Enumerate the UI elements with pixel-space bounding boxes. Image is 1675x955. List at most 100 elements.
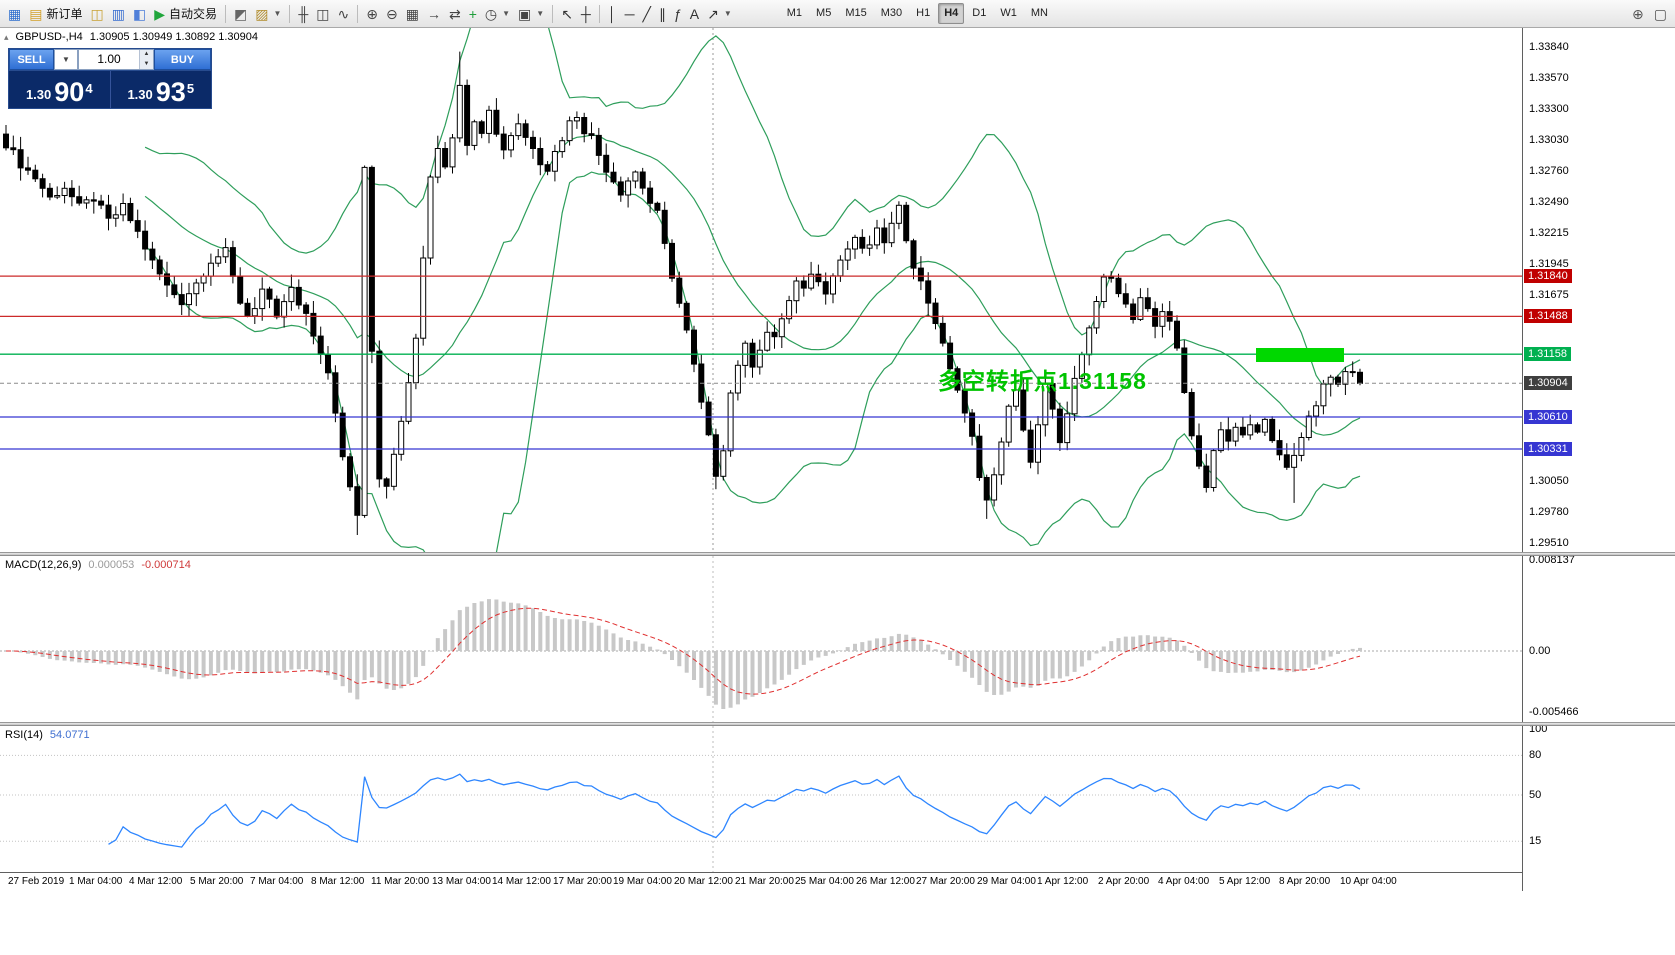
macd-label: MACD(12,26,9) bbox=[5, 559, 82, 571]
sell-price-big: 90 bbox=[54, 77, 85, 107]
macd-chart[interactable] bbox=[0, 556, 1522, 722]
new-order-button[interactable]: ▤ 新订单 bbox=[25, 3, 86, 25]
one-click-collapse-arrow[interactable]: ▴ bbox=[4, 31, 9, 42]
chart-symbol-label: GBPUSD-,H4 bbox=[15, 31, 83, 43]
panel-separator[interactable] bbox=[0, 552, 1675, 556]
bar-chart-button[interactable]: ╫ bbox=[294, 3, 312, 25]
rsi-axis-label: 15 bbox=[1529, 835, 1542, 847]
time-label: 5 Apr 12:00 bbox=[1219, 876, 1271, 887]
window-layout-button[interactable]: ▢ bbox=[1650, 3, 1671, 25]
rsi-axis-label: 100 bbox=[1529, 723, 1548, 735]
arrows-button[interactable]: ↗ ▼ bbox=[703, 3, 736, 25]
new-chart-button[interactable]: ◩ bbox=[230, 3, 251, 25]
price-level-badge: 1.30331 bbox=[1524, 442, 1572, 456]
rsi-chart[interactable] bbox=[0, 726, 1522, 872]
highlight-rectangle[interactable] bbox=[1256, 348, 1344, 362]
panel-separator[interactable] bbox=[0, 722, 1675, 726]
timeframe-m5-button[interactable]: M5 bbox=[816, 7, 832, 19]
volume-decrease-button[interactable]: ▼ bbox=[140, 59, 153, 69]
timeframe-m30-button[interactable]: M30 bbox=[880, 7, 903, 19]
candlestick-chart[interactable] bbox=[0, 28, 1522, 552]
new-order-icon: ▤ bbox=[29, 5, 43, 22]
horizontal-line-button[interactable]: ─ bbox=[621, 3, 639, 25]
price-tick-label: 1.29780 bbox=[1529, 506, 1569, 518]
timeframe-h1-button[interactable]: H1 bbox=[916, 7, 931, 19]
navigator-button[interactable]: ◧ bbox=[129, 3, 150, 25]
fibonacci-button[interactable]: ƒ bbox=[670, 3, 686, 25]
rsi-label: RSI(14) bbox=[5, 729, 43, 741]
price-tick-label: 1.32490 bbox=[1529, 196, 1569, 208]
time-label: 4 Apr 04:00 bbox=[1158, 876, 1210, 887]
time-label: 21 Mar 20:00 bbox=[735, 876, 794, 887]
chart-shift-button[interactable]: ⇄ bbox=[445, 3, 465, 25]
buy-price-display[interactable]: 1.30 93 5 bbox=[111, 71, 212, 108]
timeframe-m1-button[interactable]: M1 bbox=[786, 7, 803, 19]
chart-profiles-button[interactable]: ◫ bbox=[86, 3, 107, 25]
buy-button[interactable]: BUY bbox=[154, 49, 211, 70]
cursor-icon: ↖ bbox=[561, 5, 573, 22]
chevron-down-icon: ▼ bbox=[502, 9, 511, 18]
new-order-button-label: 新订单 bbox=[46, 7, 83, 21]
crosshair-button[interactable]: ┼ bbox=[577, 3, 595, 25]
toolbar-separator bbox=[552, 4, 554, 23]
time-label: 27 Mar 20:00 bbox=[916, 876, 975, 887]
periods-button[interactable]: ◷ ▼ bbox=[481, 3, 514, 25]
macd-axis-label: -0.005466 bbox=[1529, 706, 1579, 718]
templates-button[interactable]: ▣ ▼ bbox=[514, 3, 548, 25]
text-button[interactable]: A bbox=[686, 3, 703, 25]
price-chart-panel[interactable]: ▴ GBPUSD-,H4 1.30905 1.30949 1.30892 1.3… bbox=[0, 28, 1522, 552]
sell-button[interactable]: SELL bbox=[9, 49, 54, 70]
tile-windows-button[interactable]: ▦ bbox=[402, 3, 423, 25]
candlesticks bbox=[3, 51, 1363, 535]
vertical-line-button[interactable]: │ bbox=[604, 3, 621, 25]
volume-input[interactable]: 1.00 ▲ ▼ bbox=[78, 49, 154, 70]
indicators-button[interactable]: + bbox=[465, 3, 481, 25]
auto-trading-button[interactable]: ▶ 自动交易 bbox=[150, 3, 221, 25]
sell-price-prefix: 1.30 bbox=[25, 87, 52, 102]
price-level-badge: 1.31840 bbox=[1524, 269, 1572, 283]
bollinger-middle-band bbox=[144, 134, 1361, 436]
bollinger-upper-band bbox=[144, 28, 1361, 388]
cursor-button[interactable]: ↖ bbox=[557, 3, 577, 25]
bollinger-lower-band bbox=[144, 171, 1361, 552]
line-chart-button[interactable]: ∿ bbox=[334, 3, 354, 25]
profiles-menu-button[interactable]: ▨ ▼ bbox=[251, 3, 285, 25]
timeframe-mn-button[interactable]: MN bbox=[1030, 7, 1048, 19]
sell-price-display[interactable]: 1.30 90 4 bbox=[9, 71, 110, 108]
volume-increase-button[interactable]: ▲ bbox=[140, 50, 153, 60]
price-axis[interactable]: 1.31840 1.31488 1.31158 1.30610 1.30331 1.309… bbox=[1522, 28, 1675, 891]
time-axis[interactable]: 27 Feb 2019 1 Mar 04:00 4 Mar 12:00 5 Mar 2… bbox=[0, 872, 1522, 891]
zoom-out-button[interactable]: ⊖ bbox=[382, 3, 402, 25]
zoom-preview-button[interactable]: ⊕ bbox=[1628, 3, 1648, 25]
terminal-icon[interactable]: ▦ bbox=[4, 3, 25, 25]
price-tick-label: 1.33570 bbox=[1529, 72, 1569, 84]
price-tick-label: 1.33840 bbox=[1529, 41, 1569, 53]
channel-button[interactable]: ∥ bbox=[655, 3, 670, 25]
market-watch-button[interactable]: ▥ bbox=[108, 3, 129, 25]
timeframe-m15-button[interactable]: M15 bbox=[845, 7, 867, 19]
horizontal-line-icon: ─ bbox=[624, 5, 635, 22]
rsi-axis-label: 80 bbox=[1529, 749, 1542, 761]
toolbar-separator bbox=[224, 4, 226, 23]
price-tick-label: 1.31675 bbox=[1529, 289, 1569, 301]
rsi-panel[interactable]: RSI(14) 54.0771 bbox=[0, 726, 1522, 872]
time-label: 7 Mar 04:00 bbox=[250, 876, 304, 887]
macd-signal-value: -0.000714 bbox=[141, 559, 191, 571]
timeframe-w1-button[interactable]: W1 bbox=[1000, 7, 1017, 19]
bollinger-bands bbox=[144, 28, 1361, 552]
zoom-in-button[interactable]: ⊕ bbox=[362, 3, 382, 25]
timeframe-h4-button[interactable]: H4 bbox=[938, 3, 965, 24]
volume-value: 1.00 bbox=[97, 52, 121, 66]
time-label: 10 Apr 04:00 bbox=[1340, 876, 1397, 887]
volume-preset-dropdown[interactable]: ▼ bbox=[54, 49, 78, 70]
trendline-button[interactable]: ╱ bbox=[639, 3, 655, 25]
play-icon: ▶ bbox=[154, 5, 165, 22]
arrow-icon: ↗ bbox=[707, 5, 719, 22]
pivot-annotation-text[interactable]: 多空转折点1.31158 bbox=[938, 368, 1147, 394]
macd-histogram bbox=[11, 599, 1362, 709]
macd-panel[interactable]: MACD(12,26,9) 0.000053 -0.000714 bbox=[0, 556, 1522, 722]
price-tick-label: 1.29510 bbox=[1529, 537, 1569, 549]
auto-scroll-button[interactable]: → bbox=[423, 3, 445, 25]
timeframe-d1-button[interactable]: D1 bbox=[972, 7, 987, 19]
candlestick-chart-button[interactable]: ◫ bbox=[312, 3, 333, 25]
